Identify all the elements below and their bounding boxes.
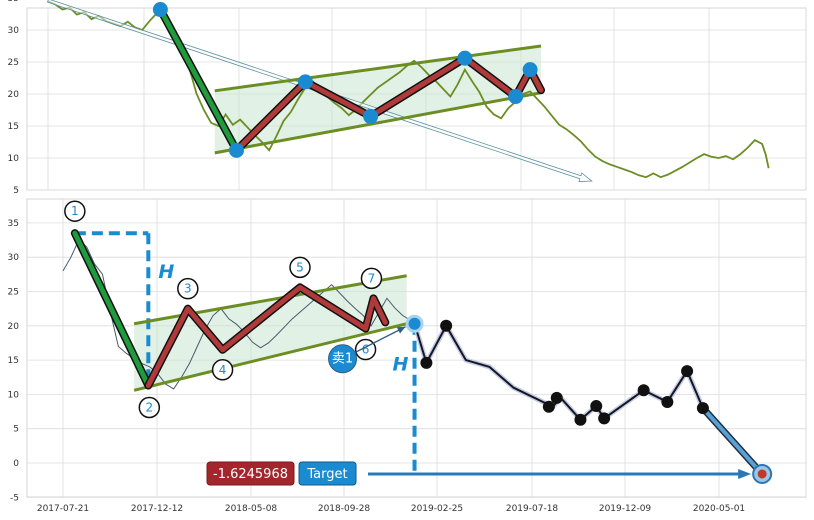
h-label-left: H — [158, 261, 174, 283]
bottom-y-tick-label: 0 — [13, 459, 19, 469]
top-pivot-marker — [363, 108, 379, 124]
bottom-x-tick-label: 2019-07-18 — [506, 504, 559, 514]
forward-path-markers — [420, 319, 709, 426]
forecast-tail — [700, 406, 765, 476]
target-value-box: -1.6245968 — [206, 461, 295, 486]
sell-pointer-line — [354, 326, 406, 354]
bottom-y-tick-label: 15 — [8, 356, 19, 366]
bottom-x-tick-label: 2019-12-09 — [599, 504, 652, 514]
top-panel: 5 10 15 20 25 30 35 — [8, 0, 807, 196]
top-down-leg — [157, 7, 239, 153]
top-channel-lower-line — [214, 91, 542, 155]
bottom-x-tick-label: 2019-02-25 — [411, 504, 463, 514]
pattern-point-circle — [138, 396, 161, 419]
bottom-x-axis: 2017-07-21 2017-12-12 2018-05-08 2018-09-28… — [37, 504, 745, 514]
forward-path-marker — [542, 400, 555, 413]
bottom-x-tick-label: 2017-12-12 — [131, 504, 183, 514]
forward-path-marker — [598, 412, 611, 425]
pattern-point-circle — [211, 359, 234, 381]
forward-path-marker — [696, 402, 709, 415]
bottom-y-axis: -5 0 5 10 15 20 25 30 35 — [8, 219, 20, 503]
bottom-up-legs — [145, 284, 388, 388]
forward-path-marker — [550, 391, 563, 404]
forward-path-marker — [661, 395, 674, 408]
pattern-point-number: 2 — [145, 400, 153, 414]
bottom-y-tick-label: 30 — [8, 253, 20, 263]
pattern-point-circle — [360, 267, 383, 290]
bottom-x-tick-label: 2020-05-01 — [693, 504, 745, 514]
target-marker — [752, 463, 773, 484]
top-y-tick-label: 5 — [13, 186, 19, 196]
bottom-channel-fill — [134, 275, 407, 391]
top-pivot-marker — [522, 62, 538, 78]
top-y-axis: 5 10 15 20 25 30 35 — [8, 0, 20, 196]
pattern-point-number: 5 — [296, 260, 304, 274]
top-pivot-marker — [508, 89, 524, 105]
pattern-point-number: 4 — [219, 363, 227, 377]
sell-badge-circle — [328, 344, 358, 374]
top-pivot-marker — [297, 74, 313, 90]
bottom-y-tick-label: 10 — [8, 390, 20, 400]
target-marker-dot — [757, 469, 767, 479]
bottom-channel-lower-line — [133, 322, 408, 392]
pattern-point-number: 1 — [71, 204, 79, 218]
sell-point-marker — [405, 314, 424, 333]
forward-path-marker — [681, 365, 694, 378]
top-pivot-marker — [229, 142, 244, 158]
target-value-text: -1.6245968 — [213, 467, 288, 482]
top-channel-upper-line — [214, 44, 542, 93]
bottom-x-tick-label: 2018-05-08 — [225, 504, 278, 514]
bottom-x-tick-label: 2018-09-28 — [318, 504, 371, 514]
target-label-box: Target — [298, 461, 357, 486]
top-y-tick-label: 30 — [8, 26, 20, 36]
bottom-down-leg — [72, 230, 151, 388]
target-arrowhead — [738, 468, 752, 479]
pattern-point-number: 3 — [184, 282, 192, 296]
top-y-tick-label: 15 — [8, 122, 19, 132]
forward-path-marker — [637, 384, 650, 397]
sell-pointer-arrowhead — [396, 326, 406, 334]
top-y-tick-label: 10 — [8, 154, 20, 164]
sell-badge: 卖1 — [328, 344, 358, 374]
bottom-y-tick-label: 35 — [8, 219, 19, 229]
top-y-tick-label: 25 — [8, 58, 19, 68]
pattern-point-labels: 1 2 3 4 5 6 7 — [64, 200, 383, 419]
forward-path-marker — [420, 356, 433, 369]
top-y-tick-label: 35 — [8, 0, 19, 4]
pattern-point-circle — [177, 277, 199, 300]
bottom-y-tick-label: -5 — [10, 493, 19, 503]
bottom-price-line — [62, 239, 411, 390]
pattern-point-circle — [64, 200, 86, 222]
top-channel-fill — [214, 46, 541, 153]
pattern-point-circle — [289, 256, 311, 279]
top-pivot-marker — [152, 2, 168, 18]
bottom-x-tick-label: 2017-07-21 — [37, 504, 89, 514]
target-label-text: Target — [306, 467, 347, 482]
forward-path-marker — [440, 319, 453, 332]
target-label-box-bg — [298, 461, 357, 486]
bottom-y-tick-label: 5 — [13, 425, 19, 435]
bottom-channel-upper-line — [133, 274, 407, 326]
pattern-point-number: 6 — [362, 343, 370, 357]
top-y-tick-label: 20 — [8, 90, 20, 100]
bottom-y-tick-label: 20 — [8, 322, 20, 332]
top-pivot-markers — [152, 2, 538, 158]
pattern-point-number: 7 — [368, 271, 376, 285]
target-value-box-bg — [206, 461, 295, 486]
bottom-y-tick-label: 25 — [8, 288, 19, 298]
h-label-right: H — [393, 354, 409, 376]
top-pivot-marker — [457, 50, 473, 66]
forward-path-marker — [590, 400, 603, 413]
sell-badge-label: 卖1 — [332, 352, 353, 367]
forward-path-marker — [574, 413, 587, 426]
